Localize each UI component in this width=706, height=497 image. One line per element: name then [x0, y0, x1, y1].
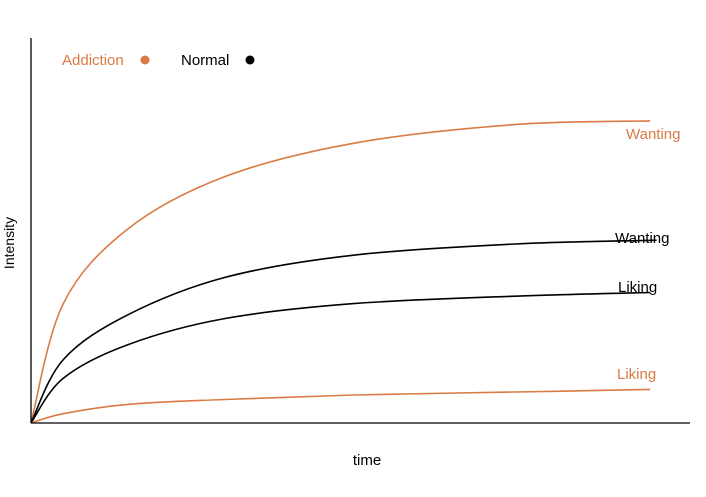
- legend-marker-addiction: [140, 55, 150, 65]
- series-line-normal-wanting: [30, 239, 657, 424]
- series-line-addiction-liking: [30, 388, 651, 424]
- legend-marker-normal: [245, 55, 255, 65]
- legend-label-addiction: Addiction: [62, 52, 124, 69]
- legend-label-normal: Normal: [181, 52, 229, 69]
- series-label-normal-wanting: Wanting: [615, 230, 669, 247]
- y-axis-label: Intensity: [1, 217, 17, 269]
- series-line-normal-liking: [30, 291, 651, 424]
- series-label-addiction-wanting: Wanting: [626, 126, 680, 143]
- series-label-normal-liking: Liking: [618, 279, 657, 296]
- curves-layer: [30, 120, 657, 424]
- series-line-addiction-wanting: [30, 120, 651, 424]
- legend: Addiction Normal: [62, 52, 255, 69]
- x-axis-label: time: [353, 452, 381, 469]
- series-label-addiction-liking: Liking: [617, 366, 656, 383]
